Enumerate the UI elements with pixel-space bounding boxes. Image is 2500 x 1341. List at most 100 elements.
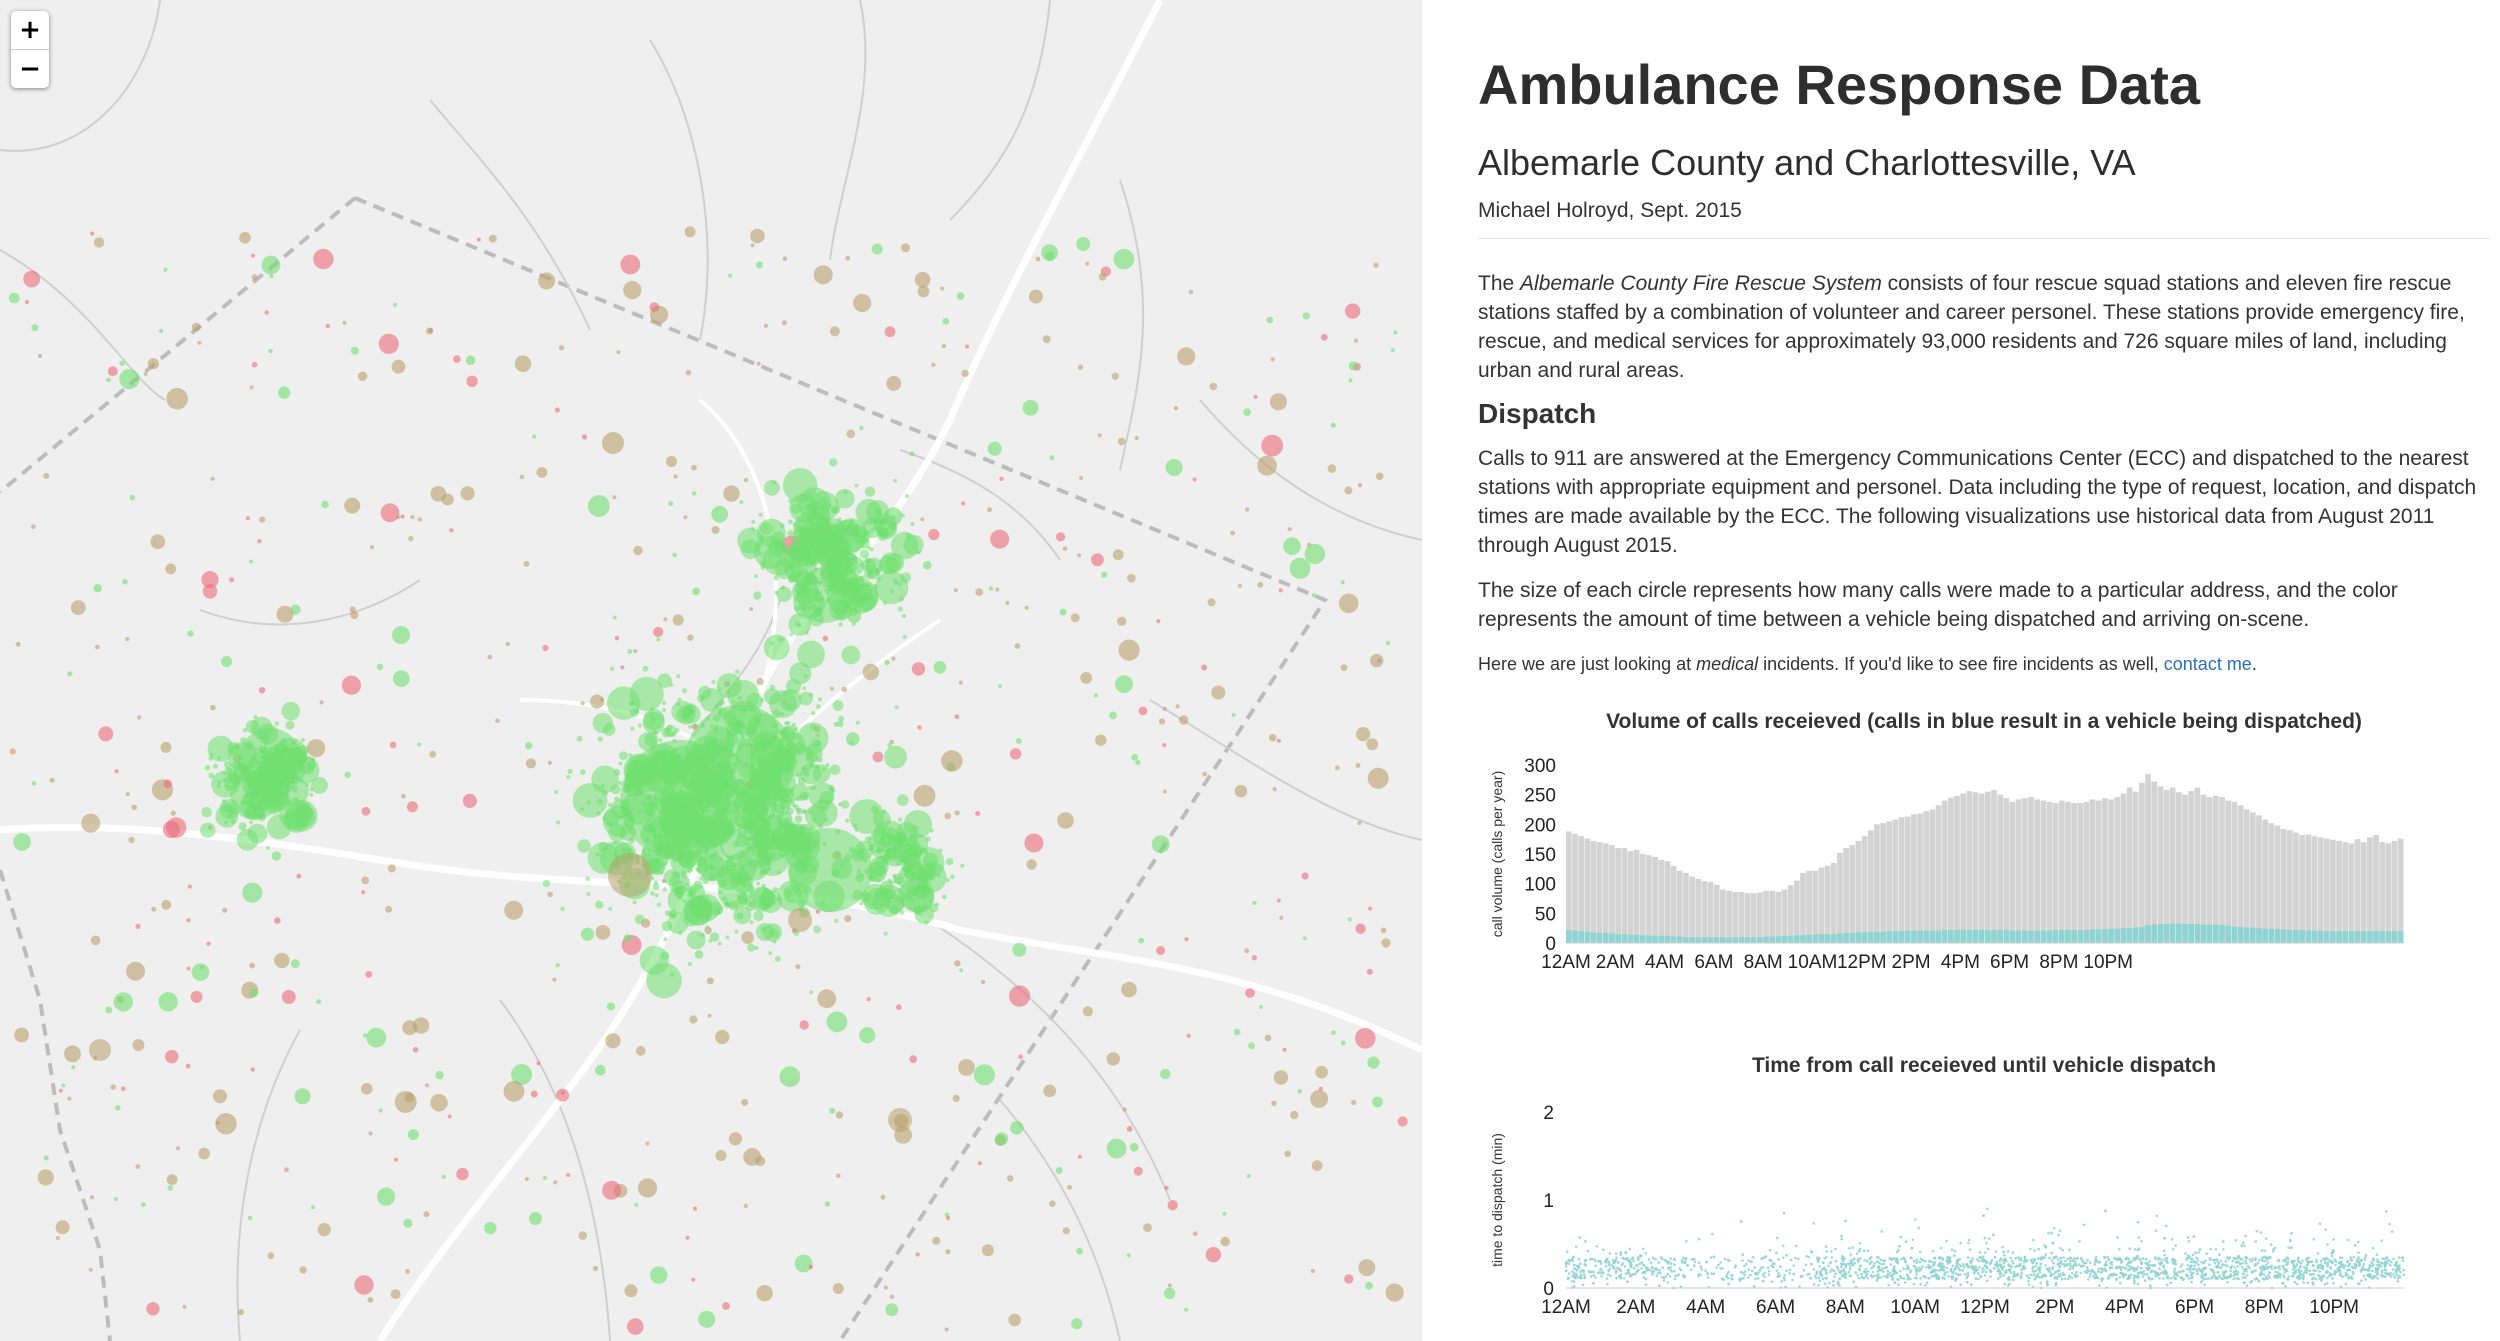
bar: [2360, 842, 2367, 943]
incident-circle: [944, 812, 951, 820]
bar: [1720, 889, 1726, 943]
bar: [1769, 890, 1776, 943]
incident-circle: [1133, 1166, 1143, 1176]
bar: [2077, 929, 2084, 943]
map[interactable]: + −: [0, 0, 1422, 1341]
incident-circle: [514, 355, 532, 373]
contact-link[interactable]: contact me: [2163, 654, 2252, 674]
incident-circle: [680, 872, 687, 879]
incident-circle: [779, 689, 802, 712]
zoom-out-button[interactable]: −: [19, 54, 41, 84]
incident-circle: [858, 563, 863, 568]
bar: [2379, 931, 2386, 943]
bar: [1793, 880, 1800, 943]
bar: [1578, 931, 1584, 943]
incident-circle: [747, 943, 756, 952]
incident-circle: [401, 793, 406, 799]
incident-circle: [786, 807, 794, 815]
incident-circle: [789, 632, 794, 637]
incident-circle: [797, 640, 825, 669]
incident-circle: [410, 515, 415, 520]
incident-circle: [829, 458, 838, 467]
incident-circle: [1106, 1052, 1121, 1066]
bar: [2262, 819, 2268, 943]
bar: [1646, 935, 1652, 943]
incident-circle: [859, 1027, 876, 1044]
incident-circle: [771, 832, 779, 840]
incident-circle: [645, 852, 651, 858]
bar: [2280, 829, 2287, 943]
incident-circle: [815, 704, 821, 710]
bar: [2126, 787, 2133, 943]
incident-circle: [1385, 1283, 1404, 1302]
incident-circle: [752, 887, 775, 910]
incident-circle: [229, 577, 235, 583]
incident-circle: [408, 535, 414, 542]
bar: [2071, 929, 2077, 943]
incident-circle: [835, 488, 855, 509]
bar: [1602, 932, 1609, 943]
incident-circle: [862, 663, 879, 681]
bar: [1775, 936, 1782, 943]
incident-circle: [8, 292, 20, 304]
incident-circle: [698, 685, 712, 700]
incident-circle: [715, 1150, 727, 1161]
incident-circle: [925, 836, 931, 842]
bar: [1904, 816, 1911, 943]
incident-circle: [1375, 472, 1384, 481]
incident-circle: [776, 870, 782, 875]
incident-circle: [354, 1275, 374, 1295]
incident-circle: [1010, 1121, 1024, 1135]
incident-circle: [829, 764, 841, 776]
incident-circle: [210, 476, 215, 481]
incident-circle: [952, 1094, 960, 1102]
incident-circle: [988, 586, 994, 591]
incident-circle: [321, 500, 329, 509]
map-canvas[interactable]: [0, 0, 1422, 1341]
bar: [2102, 929, 2108, 943]
bar: [2336, 840, 2342, 943]
incident-circle: [650, 707, 654, 712]
scatter-point: [1978, 1251, 1981, 1254]
incident-circle: [271, 851, 282, 861]
incident-circle: [676, 886, 682, 891]
incident-circle: [186, 966, 191, 971]
incident-circle: [768, 951, 773, 956]
incident-circle: [402, 1020, 418, 1036]
bar: [2268, 928, 2275, 943]
scatter-point: [1909, 1277, 1912, 1281]
incident-circle: [365, 970, 373, 978]
bar: [1596, 932, 1603, 943]
incident-circle: [357, 371, 368, 381]
incident-circle: [617, 780, 623, 786]
incident-circle: [945, 1215, 951, 1221]
bar: [1892, 819, 1899, 943]
bar: [2015, 799, 2022, 943]
bar: [1824, 865, 1831, 943]
incident-circle: [610, 784, 621, 795]
incident-circle: [310, 776, 328, 794]
incident-circle: [1113, 248, 1135, 270]
incident-circle: [805, 743, 823, 762]
incident-circle: [884, 745, 907, 769]
incident-circle: [698, 1310, 716, 1328]
incident-circle: [727, 680, 760, 712]
bar: [1713, 937, 1720, 943]
bar: [1664, 861, 1671, 943]
incident-circle: [1151, 835, 1170, 854]
incident-circle: [975, 588, 984, 596]
zoom-in-button[interactable]: +: [11, 11, 49, 50]
incident-circle: [614, 796, 620, 802]
incident-circle: [1079, 476, 1084, 480]
incident-circle: [778, 637, 784, 643]
incident-circle: [881, 867, 886, 872]
incident-circle: [1211, 685, 1226, 700]
incident-circles: [8, 226, 1408, 1335]
incident-circle: [206, 941, 211, 946]
scatter-points: [1564, 1207, 2406, 1290]
incident-circle: [917, 725, 922, 730]
bar: [2212, 924, 2219, 943]
bar: [1849, 845, 1856, 943]
